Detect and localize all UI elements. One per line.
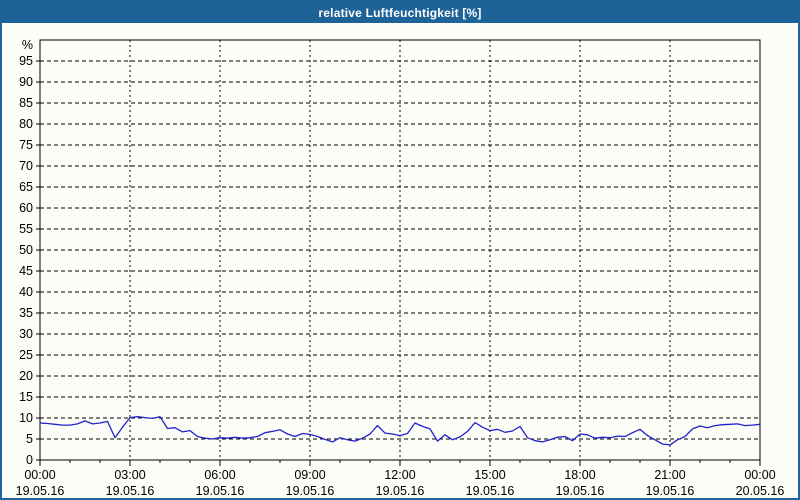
- y-tick-label: 75: [19, 138, 33, 152]
- y-tick-label: 0: [26, 453, 33, 467]
- x-tick-date-label: 19.05.16: [16, 484, 65, 498]
- x-tick-time-label: 09:00: [294, 468, 325, 482]
- x-tick-time-label: 00:00: [24, 468, 55, 482]
- y-tick-label: 50: [19, 243, 33, 257]
- y-tick-label: 95: [19, 54, 33, 68]
- y-tick-label: 80: [19, 117, 33, 131]
- x-tick-time-label: 00:00: [744, 468, 775, 482]
- x-tick-date-label: 19.05.16: [646, 484, 695, 498]
- x-axis-labels: 00:00 19.05.16 03:00 19.05.16 06:00 19.05.16 0…: [16, 468, 785, 498]
- x-tick-time-label: 06:00: [204, 468, 235, 482]
- y-tick-label: 15: [19, 390, 33, 404]
- x-tick-date-label: 19.05.16: [556, 484, 605, 498]
- x-tick-time-label: 18:00: [564, 468, 595, 482]
- x-tick-date-label: 19.05.16: [376, 484, 425, 498]
- y-tick-label: 90: [19, 75, 33, 89]
- y-tick-label: 10: [19, 411, 33, 425]
- y-tick-label: 70: [19, 159, 33, 173]
- chart-area: 0 5 10 15 20 25 30 35 40 45 50 55 60 65 70 75 80 85 90 95% 0…: [2, 23, 798, 498]
- grid-lines: [40, 40, 760, 460]
- y-tick-label: 5: [26, 432, 33, 446]
- x-tick-date-label: 19.05.16: [466, 484, 515, 498]
- y-axis-labels: 0 5 10 15 20 25 30 35 40 45 50 55 60 65 70 75 80 85 90 95%: [19, 38, 33, 467]
- series-lines: [39, 416, 761, 446]
- chart-title: relative Luftfeuchtigkeit [%]: [318, 5, 482, 20]
- y-tick-label: 35: [19, 306, 33, 320]
- title-bar: relative Luftfeuchtigkeit [%]: [2, 2, 798, 23]
- tick-marks: [36, 60, 761, 466]
- y-tick-label: 30: [19, 327, 33, 341]
- y-tick-label: 25: [19, 348, 33, 362]
- y-tick-label: 20: [19, 369, 33, 383]
- x-tick-time-label: 15:00: [474, 468, 505, 482]
- y-tick-label: 85: [19, 96, 33, 110]
- x-tick-date-label: 19.05.16: [286, 484, 335, 498]
- y-tick-label: 60: [19, 201, 33, 215]
- x-tick-time-label: 03:00: [114, 468, 145, 482]
- y-tick-label: 45: [19, 264, 33, 278]
- humidity-chart: 05101520253035404550556065707580859095%0…: [16, 38, 785, 498]
- x-tick-time-label: 21:00: [654, 468, 685, 482]
- x-tick-date-label: 19.05.16: [196, 484, 245, 498]
- series-line: [39, 416, 761, 446]
- x-tick-time-label: 12:00: [384, 468, 415, 482]
- y-axis-unit-label: %: [22, 38, 33, 52]
- y-tick-label: 55: [19, 222, 33, 236]
- y-tick-label: 40: [19, 285, 33, 299]
- x-tick-date-label: 19.05.16: [106, 484, 155, 498]
- x-tick-date-label: 20.05.16: [736, 484, 785, 498]
- y-tick-label: 65: [19, 180, 33, 194]
